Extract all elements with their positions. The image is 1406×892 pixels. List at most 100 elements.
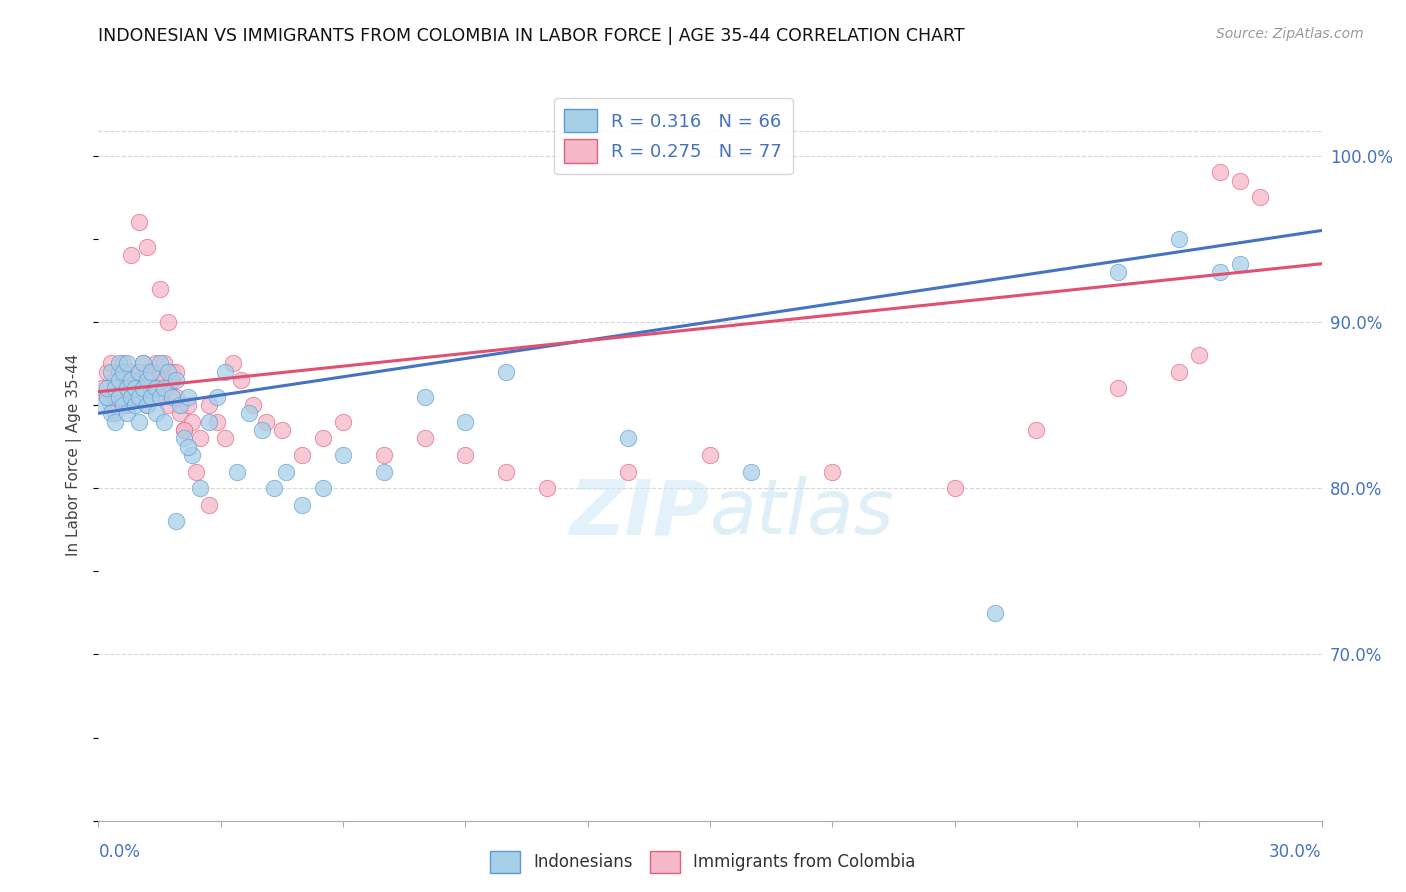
Point <box>104 415 127 429</box>
Point <box>111 381 134 395</box>
Point <box>100 365 122 379</box>
Point <box>226 465 249 479</box>
Point <box>136 398 159 412</box>
Point <box>177 390 200 404</box>
Point <box>1229 174 1251 188</box>
Point <box>128 415 150 429</box>
Point <box>821 465 844 479</box>
Point <box>152 415 174 429</box>
Point <box>108 357 131 371</box>
Point <box>149 282 172 296</box>
Point <box>132 357 155 371</box>
Point <box>617 431 640 445</box>
Point <box>104 406 127 420</box>
Point <box>156 398 179 412</box>
Point <box>149 390 172 404</box>
Legend: Indonesians, Immigrants from Colombia: Indonesians, Immigrants from Colombia <box>484 845 922 880</box>
Point <box>104 373 127 387</box>
Point <box>141 390 163 404</box>
Point <box>373 448 395 462</box>
Text: 0.0%: 0.0% <box>98 843 141 861</box>
Point <box>160 365 183 379</box>
Point <box>96 390 118 404</box>
Point <box>197 415 219 429</box>
Point <box>1025 423 1047 437</box>
Point <box>136 398 159 412</box>
Point <box>128 390 150 404</box>
Point <box>165 515 187 529</box>
Point <box>231 373 253 387</box>
Point <box>197 498 219 512</box>
Point <box>188 431 212 445</box>
Point <box>152 357 174 371</box>
Point <box>124 373 146 387</box>
Point <box>214 431 236 445</box>
Point <box>1167 365 1189 379</box>
Point <box>136 365 159 379</box>
Point <box>100 357 122 371</box>
Point <box>128 215 150 229</box>
Point <box>373 465 395 479</box>
Point <box>205 390 228 404</box>
Point <box>413 431 436 445</box>
Point <box>108 390 131 404</box>
Y-axis label: In Labor Force | Age 35-44: In Labor Force | Age 35-44 <box>66 354 83 556</box>
Point <box>100 398 122 412</box>
Point <box>120 390 142 404</box>
Point <box>124 390 146 404</box>
Point <box>699 448 721 462</box>
Point <box>108 373 131 387</box>
Legend: R = 0.316   N = 66, R = 0.275   N = 77: R = 0.316 N = 66, R = 0.275 N = 77 <box>554 98 793 174</box>
Text: atlas: atlas <box>710 476 894 550</box>
Point <box>96 365 118 379</box>
Point <box>165 390 187 404</box>
Point <box>141 373 163 387</box>
Point <box>177 440 200 454</box>
Point <box>149 390 172 404</box>
Point <box>173 423 195 437</box>
Point <box>120 390 142 404</box>
Point <box>124 381 146 395</box>
Point <box>120 365 142 379</box>
Point <box>984 606 1007 620</box>
Point <box>136 373 159 387</box>
Point <box>332 415 354 429</box>
Point <box>1167 232 1189 246</box>
Point <box>617 465 640 479</box>
Point <box>186 465 208 479</box>
Point <box>214 365 236 379</box>
Point <box>152 381 174 395</box>
Point <box>1249 190 1271 204</box>
Point <box>115 398 138 412</box>
Point <box>141 390 163 404</box>
Point <box>1107 265 1129 279</box>
Point <box>188 481 212 495</box>
Point <box>254 415 277 429</box>
Point <box>495 465 517 479</box>
Point <box>132 357 155 371</box>
Point <box>115 357 138 371</box>
Point <box>132 381 155 395</box>
Point <box>454 415 477 429</box>
Point <box>120 248 142 262</box>
Point <box>270 423 294 437</box>
Text: Source: ZipAtlas.com: Source: ZipAtlas.com <box>1216 27 1364 41</box>
Point <box>173 423 195 437</box>
Point <box>177 398 200 412</box>
Point <box>120 373 142 387</box>
Point <box>145 381 167 395</box>
Point <box>181 415 204 429</box>
Point <box>91 398 114 412</box>
Point <box>124 398 146 412</box>
Point <box>104 381 127 395</box>
Point <box>108 390 131 404</box>
Point <box>96 381 118 395</box>
Point <box>141 365 163 379</box>
Point <box>145 381 167 395</box>
Point <box>115 406 138 420</box>
Point <box>108 365 131 379</box>
Point <box>128 381 150 395</box>
Point <box>495 365 517 379</box>
Point <box>100 406 122 420</box>
Point <box>238 406 260 420</box>
